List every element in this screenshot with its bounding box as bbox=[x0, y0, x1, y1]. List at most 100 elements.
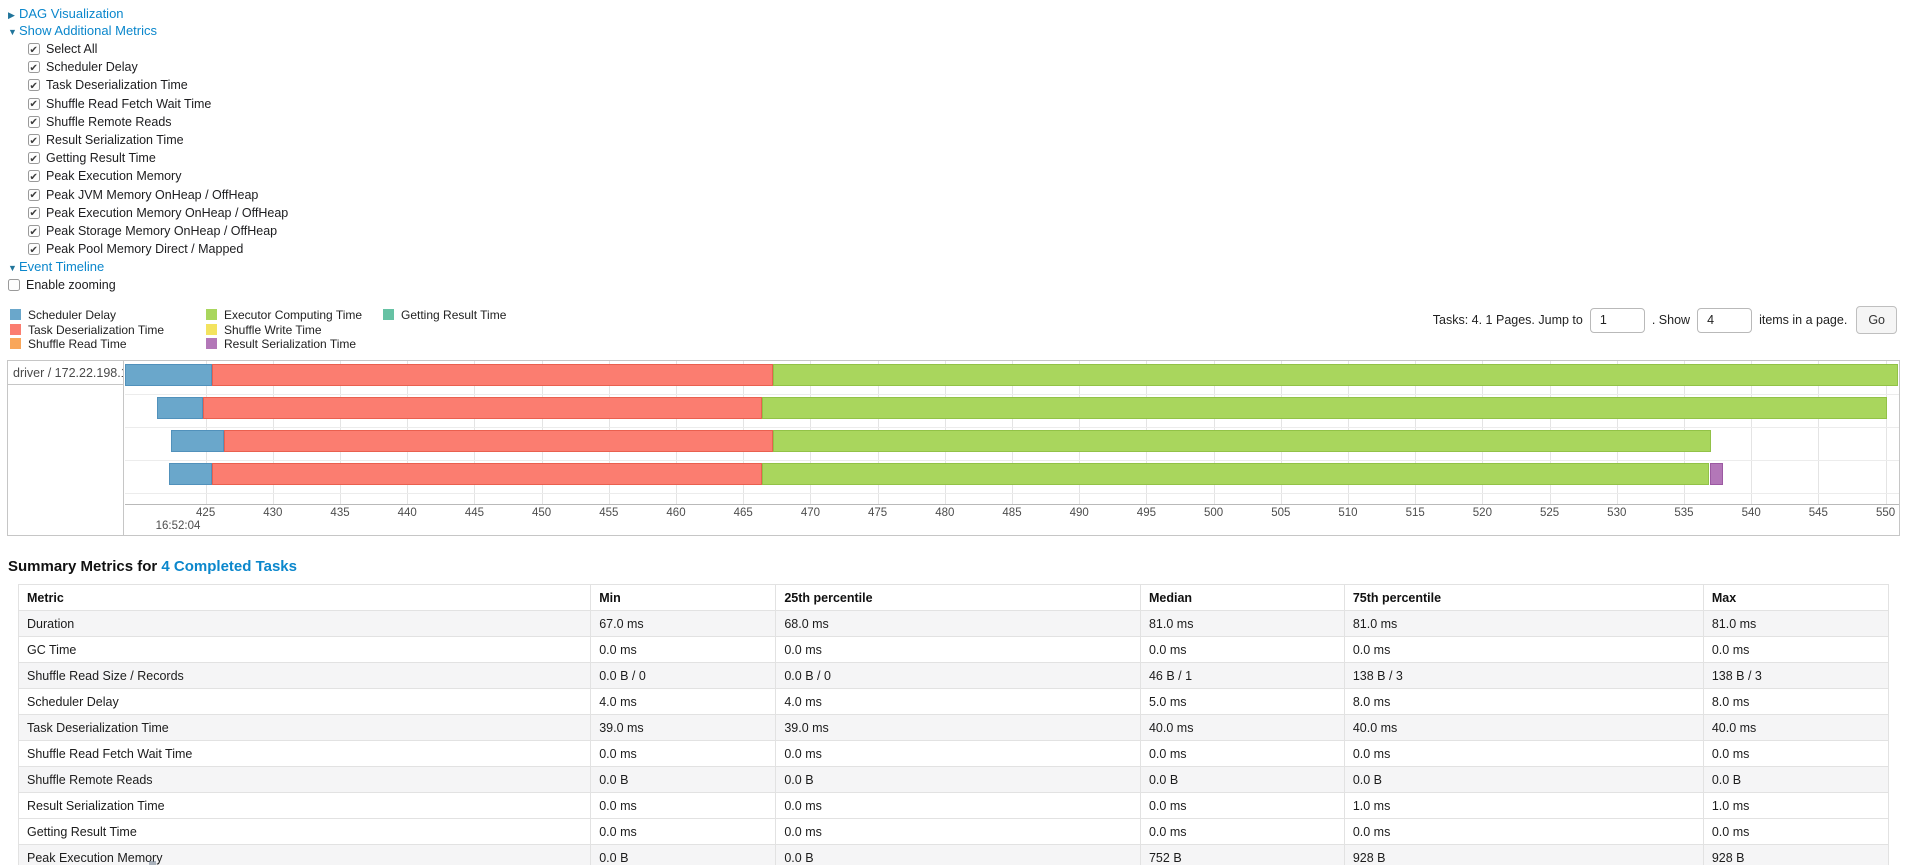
pagination-mid-text: . Show bbox=[1651, 313, 1691, 328]
summary-metric-name: Duration bbox=[17, 610, 592, 638]
metric-checkbox-row: Result Serialization Time bbox=[28, 131, 1907, 151]
summary-metric-value: 0.0 ms bbox=[1702, 636, 1890, 664]
timeline-bar-scheduler_delay[interactable] bbox=[169, 463, 213, 486]
legend-item: Task Deserialization Time bbox=[10, 323, 192, 337]
timeline-row-separator bbox=[125, 427, 1899, 429]
metric-checkbox[interactable] bbox=[28, 96, 40, 114]
timeline-tick-label: 430 bbox=[263, 507, 283, 520]
summary-metric-name: Task Deserialization Time bbox=[17, 714, 592, 742]
summary-metric-value: 0.0 B / 0 bbox=[590, 662, 777, 690]
metric-checkbox[interactable] bbox=[28, 78, 40, 96]
pagination-suffix-text: items in a page. bbox=[1759, 313, 1848, 328]
items-per-page-input[interactable] bbox=[1697, 307, 1753, 333]
summary-metric-name: Scheduler Delay bbox=[17, 688, 592, 716]
metric-checkbox-label: Scheduler Delay bbox=[46, 60, 138, 75]
summary-metric-value: 8.0 ms bbox=[1343, 688, 1704, 716]
summary-metric-value: 1.0 ms bbox=[1702, 792, 1890, 820]
metric-checkbox-row: Scheduler Delay bbox=[28, 58, 1907, 78]
timeline-bar-result_serialization[interactable] bbox=[1709, 463, 1723, 486]
timeline-bar-scheduler_delay[interactable] bbox=[170, 430, 225, 453]
legend-column: Scheduler Delay Task Deserialization Time… bbox=[10, 308, 192, 351]
metric-checkbox[interactable] bbox=[28, 224, 40, 242]
timeline-bar-executor_computing[interactable] bbox=[762, 397, 1887, 420]
completed-tasks-link[interactable]: 4 Completed Tasks bbox=[161, 558, 297, 576]
legend-label: Getting Result Time bbox=[401, 308, 507, 323]
legend-label: Shuffle Write Time bbox=[224, 322, 322, 337]
summary-metric-name: Peak Execution Memory bbox=[17, 844, 592, 865]
timeline-row-separator bbox=[125, 394, 1899, 396]
legend-label: Scheduler Delay bbox=[28, 308, 117, 323]
summary-metric-value: 138 B / 3 bbox=[1343, 662, 1704, 690]
summary-metric-value: 0.0 B bbox=[1343, 766, 1704, 794]
summary-metric-value: 81.0 ms bbox=[1343, 610, 1704, 638]
summary-table-row: Shuffle Read Size / Records 0.0 B / 0 0.0 … bbox=[17, 662, 1890, 690]
timeline-bar-task_deserialization[interactable] bbox=[212, 463, 762, 486]
timeline-bar-task_deserialization[interactable] bbox=[202, 397, 763, 420]
metric-checkbox[interactable] bbox=[28, 42, 40, 60]
go-button[interactable]: Go bbox=[1856, 306, 1897, 335]
metric-checkbox[interactable] bbox=[28, 60, 40, 78]
summary-metric-value: 0.0 ms bbox=[775, 792, 1141, 820]
summary-table-row: Shuffle Read Fetch Wait Time 0.0 ms 0.0 ms… bbox=[17, 740, 1890, 768]
summary-metric-value: 0.0 B bbox=[1139, 766, 1345, 794]
metric-checkbox-label: Peak JVM Memory OnHeap / OffHeap bbox=[46, 187, 259, 202]
summary-metric-value: 0.0 ms bbox=[775, 740, 1141, 768]
metric-checkbox[interactable] bbox=[28, 114, 40, 133]
timeline-gridline bbox=[1885, 361, 1887, 505]
metric-checkbox-row: Select All bbox=[28, 40, 1907, 60]
metric-checkbox[interactable] bbox=[28, 151, 40, 169]
show-additional-metrics-link[interactable]: Show Additional Metrics bbox=[19, 23, 158, 38]
timeline-tick-label: 465 bbox=[733, 507, 753, 520]
timeline-bar-executor_computing[interactable] bbox=[772, 364, 1898, 387]
metric-checkbox-row: Shuffle Remote Reads bbox=[28, 113, 1907, 133]
metric-checkbox[interactable] bbox=[28, 242, 40, 260]
timeline-gridline bbox=[1751, 361, 1753, 505]
timeline-bar-scheduler_delay[interactable] bbox=[125, 364, 213, 387]
summary-column-header: Metric bbox=[17, 584, 592, 612]
metric-checkbox[interactable] bbox=[28, 187, 40, 205]
metric-checkbox-label: Getting Result Time bbox=[46, 151, 156, 166]
legend-item: Getting Result Time bbox=[383, 308, 506, 322]
dag-visualization-toggle[interactable]: ▶ DAG Visualization bbox=[8, 6, 1907, 23]
event-timeline-chart: driver / 172.22.198.104 4254304354404454… bbox=[7, 360, 1900, 537]
timeline-tick-label: 525 bbox=[1539, 507, 1560, 520]
summary-metric-value: 0.0 ms bbox=[590, 818, 777, 846]
timeline-tick-label: 520 bbox=[1472, 507, 1492, 520]
legend-item: Shuffle Write Time bbox=[206, 323, 369, 337]
timeline-bar-executor_computing[interactable] bbox=[762, 463, 1710, 486]
timeline-legend: Scheduler Delay Task Deserialization Time… bbox=[10, 308, 1907, 351]
summary-metric-name: Shuffle Read Size / Records bbox=[17, 662, 592, 690]
dag-visualization-link[interactable]: DAG Visualization bbox=[19, 6, 124, 21]
timeline-tick-label: 530 bbox=[1607, 507, 1627, 520]
timeline-plot[interactable]: 425 430 435 440 445 450 455 460 465 470 475 480 485 4… bbox=[125, 361, 1899, 535]
metric-checkbox[interactable] bbox=[28, 133, 40, 151]
metric-checkbox-row: Getting Result Time bbox=[28, 149, 1907, 169]
metric-checkbox[interactable] bbox=[28, 169, 40, 187]
summary-metric-value: 40.0 ms bbox=[1343, 714, 1704, 742]
event-timeline-link[interactable]: Event Timeline bbox=[19, 259, 105, 275]
timeline-bar-scheduler_delay[interactable] bbox=[157, 397, 203, 420]
timeline-bar-executor_computing[interactable] bbox=[772, 430, 1711, 453]
timeline-bar-task_deserialization[interactable] bbox=[224, 430, 773, 453]
summary-metric-name: Getting Result Time bbox=[17, 818, 592, 846]
timeline-tick-label: 485 bbox=[1002, 507, 1022, 520]
timeline-tick-label: 425 bbox=[196, 507, 216, 520]
event-timeline-toggle[interactable]: ▼ Event Timeline bbox=[8, 258, 1907, 277]
metric-checkbox-label: Task Deserialization Time bbox=[46, 78, 188, 93]
enable-zooming-checkbox[interactable] bbox=[8, 279, 20, 292]
summary-metric-value: 81.0 ms bbox=[1702, 610, 1890, 638]
legend-item: Shuffle Read Time bbox=[10, 337, 192, 351]
timeline-bar-task_deserialization[interactable] bbox=[212, 364, 773, 387]
summary-metric-value: 0.0 B bbox=[1702, 766, 1890, 794]
legend-label: Shuffle Read Time bbox=[28, 337, 127, 352]
timeline-tick-label: 510 bbox=[1338, 507, 1358, 520]
summary-column-header: Median bbox=[1139, 584, 1345, 612]
legend-swatch-scheduler_delay bbox=[10, 309, 21, 321]
metric-checkbox-list: Select All Scheduler Delay Task Deserializ… bbox=[8, 40, 1907, 260]
show-additional-metrics-toggle[interactable]: ▼ Show Additional Metrics bbox=[8, 23, 1907, 40]
summary-column-header: Max bbox=[1702, 584, 1890, 612]
summary-metric-value: 752 B bbox=[1139, 844, 1345, 865]
summary-table-row: Task Deserialization Time 39.0 ms 39.0 ms 4… bbox=[17, 714, 1890, 742]
jump-to-page-input[interactable] bbox=[1589, 307, 1645, 333]
metric-checkbox[interactable] bbox=[28, 205, 40, 224]
